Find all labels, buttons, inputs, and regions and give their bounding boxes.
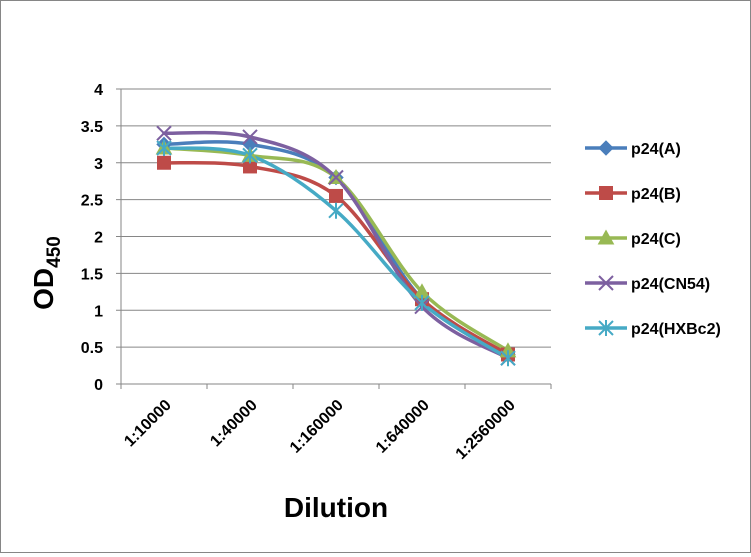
x-tick-label: 1:10000	[121, 397, 175, 451]
data-point	[242, 147, 258, 164]
y-tick-label: 1.5	[81, 266, 103, 283]
series-markers	[155, 125, 517, 367]
x-tick-label: 1:640000	[373, 397, 433, 457]
legend-marker	[597, 229, 615, 245]
legend-label: p24(B)	[631, 186, 681, 203]
y-tick-label: 0.5	[81, 340, 103, 357]
legend-marker	[598, 320, 614, 336]
data-point	[328, 169, 344, 186]
legend-item: p24(CN54)	[585, 275, 710, 293]
data-point	[156, 125, 172, 141]
y-tick-label: 1	[94, 303, 103, 320]
y-tick-label: 0	[94, 377, 103, 394]
x-axis-title: Dilution	[284, 492, 388, 523]
legend-item: p24(B)	[585, 186, 681, 203]
y-tick-labels: 0 0.5 1 1.5 2 2.5 3 3.5 4	[81, 82, 103, 394]
y-axis-title: OD450	[28, 236, 65, 310]
legend-item: p24(HXBc2)	[585, 320, 721, 338]
y-tick-label: 3	[94, 156, 103, 173]
x-tick-labels: 1:10000 1:40000 1:160000 1:640000 1:2560000	[121, 397, 519, 463]
legend-marker	[598, 275, 614, 291]
legend-item: p24(A)	[585, 140, 681, 158]
y-axis-title-main: OD	[28, 268, 59, 310]
legend-label: p24(CN54)	[631, 276, 710, 293]
data-point	[329, 188, 343, 203]
legend-marker	[599, 186, 613, 200]
y-tick-label: 3.5	[81, 119, 103, 136]
axes	[116, 88, 552, 389]
y-axis-title-subscript: 450	[44, 236, 65, 268]
data-point	[328, 202, 344, 219]
data-point	[156, 140, 172, 156]
data-point	[157, 155, 171, 170]
legend-marker	[598, 140, 614, 156]
data-point	[500, 350, 516, 367]
x-tick-label: 1:2560000	[453, 397, 519, 463]
data-point	[414, 294, 430, 311]
y-tick-label: 2.5	[81, 193, 103, 210]
legend-label: p24(A)	[631, 141, 681, 158]
legend-label: p24(HXBc2)	[631, 321, 721, 338]
data-point	[242, 129, 258, 145]
x-tick-label: 1:160000	[287, 397, 347, 457]
series-lines	[162, 130, 510, 360]
y-tick-label: 2	[94, 230, 103, 247]
y-tick-label: 4	[94, 82, 103, 99]
legend-label: p24(C)	[631, 231, 681, 248]
legend: p24(A) p24(B) p24(C) p24(CN54) p24(HXBc2)	[585, 140, 721, 338]
legend-item: p24(C)	[585, 229, 681, 248]
x-tick-label: 1:40000	[207, 397, 261, 451]
